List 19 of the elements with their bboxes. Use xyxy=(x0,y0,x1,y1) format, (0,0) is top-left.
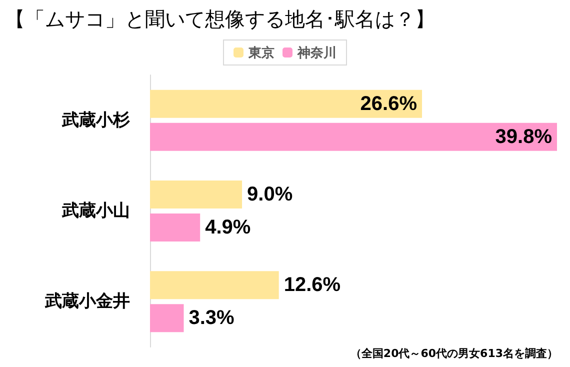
legend-label: 東京 xyxy=(248,45,274,60)
bar xyxy=(150,304,184,332)
bar xyxy=(150,122,557,151)
legend-label: 神奈川 xyxy=(296,45,336,60)
bar xyxy=(150,214,200,242)
annotation: （全国20代～60代の男女613名を調査） xyxy=(350,347,558,360)
y-tick-label: 武蔵小山 xyxy=(61,201,130,221)
bar xyxy=(150,90,422,118)
data-label: 9.0% xyxy=(247,183,293,206)
y-tick-label: 武蔵小杉 xyxy=(61,110,130,130)
data-label: 12.6% xyxy=(284,274,341,296)
data-label: 26.6% xyxy=(360,92,418,115)
data-label: 4.9% xyxy=(205,216,251,239)
data-label: 3.3% xyxy=(188,307,235,330)
bar xyxy=(150,271,279,300)
chart-title: 【「ムサコ」と聞いて想像する地名･駅名は？】 xyxy=(5,7,435,31)
bar xyxy=(150,180,242,208)
data-label: 39.8% xyxy=(495,126,552,148)
y-tick-label: 武蔵小金井 xyxy=(44,292,130,312)
